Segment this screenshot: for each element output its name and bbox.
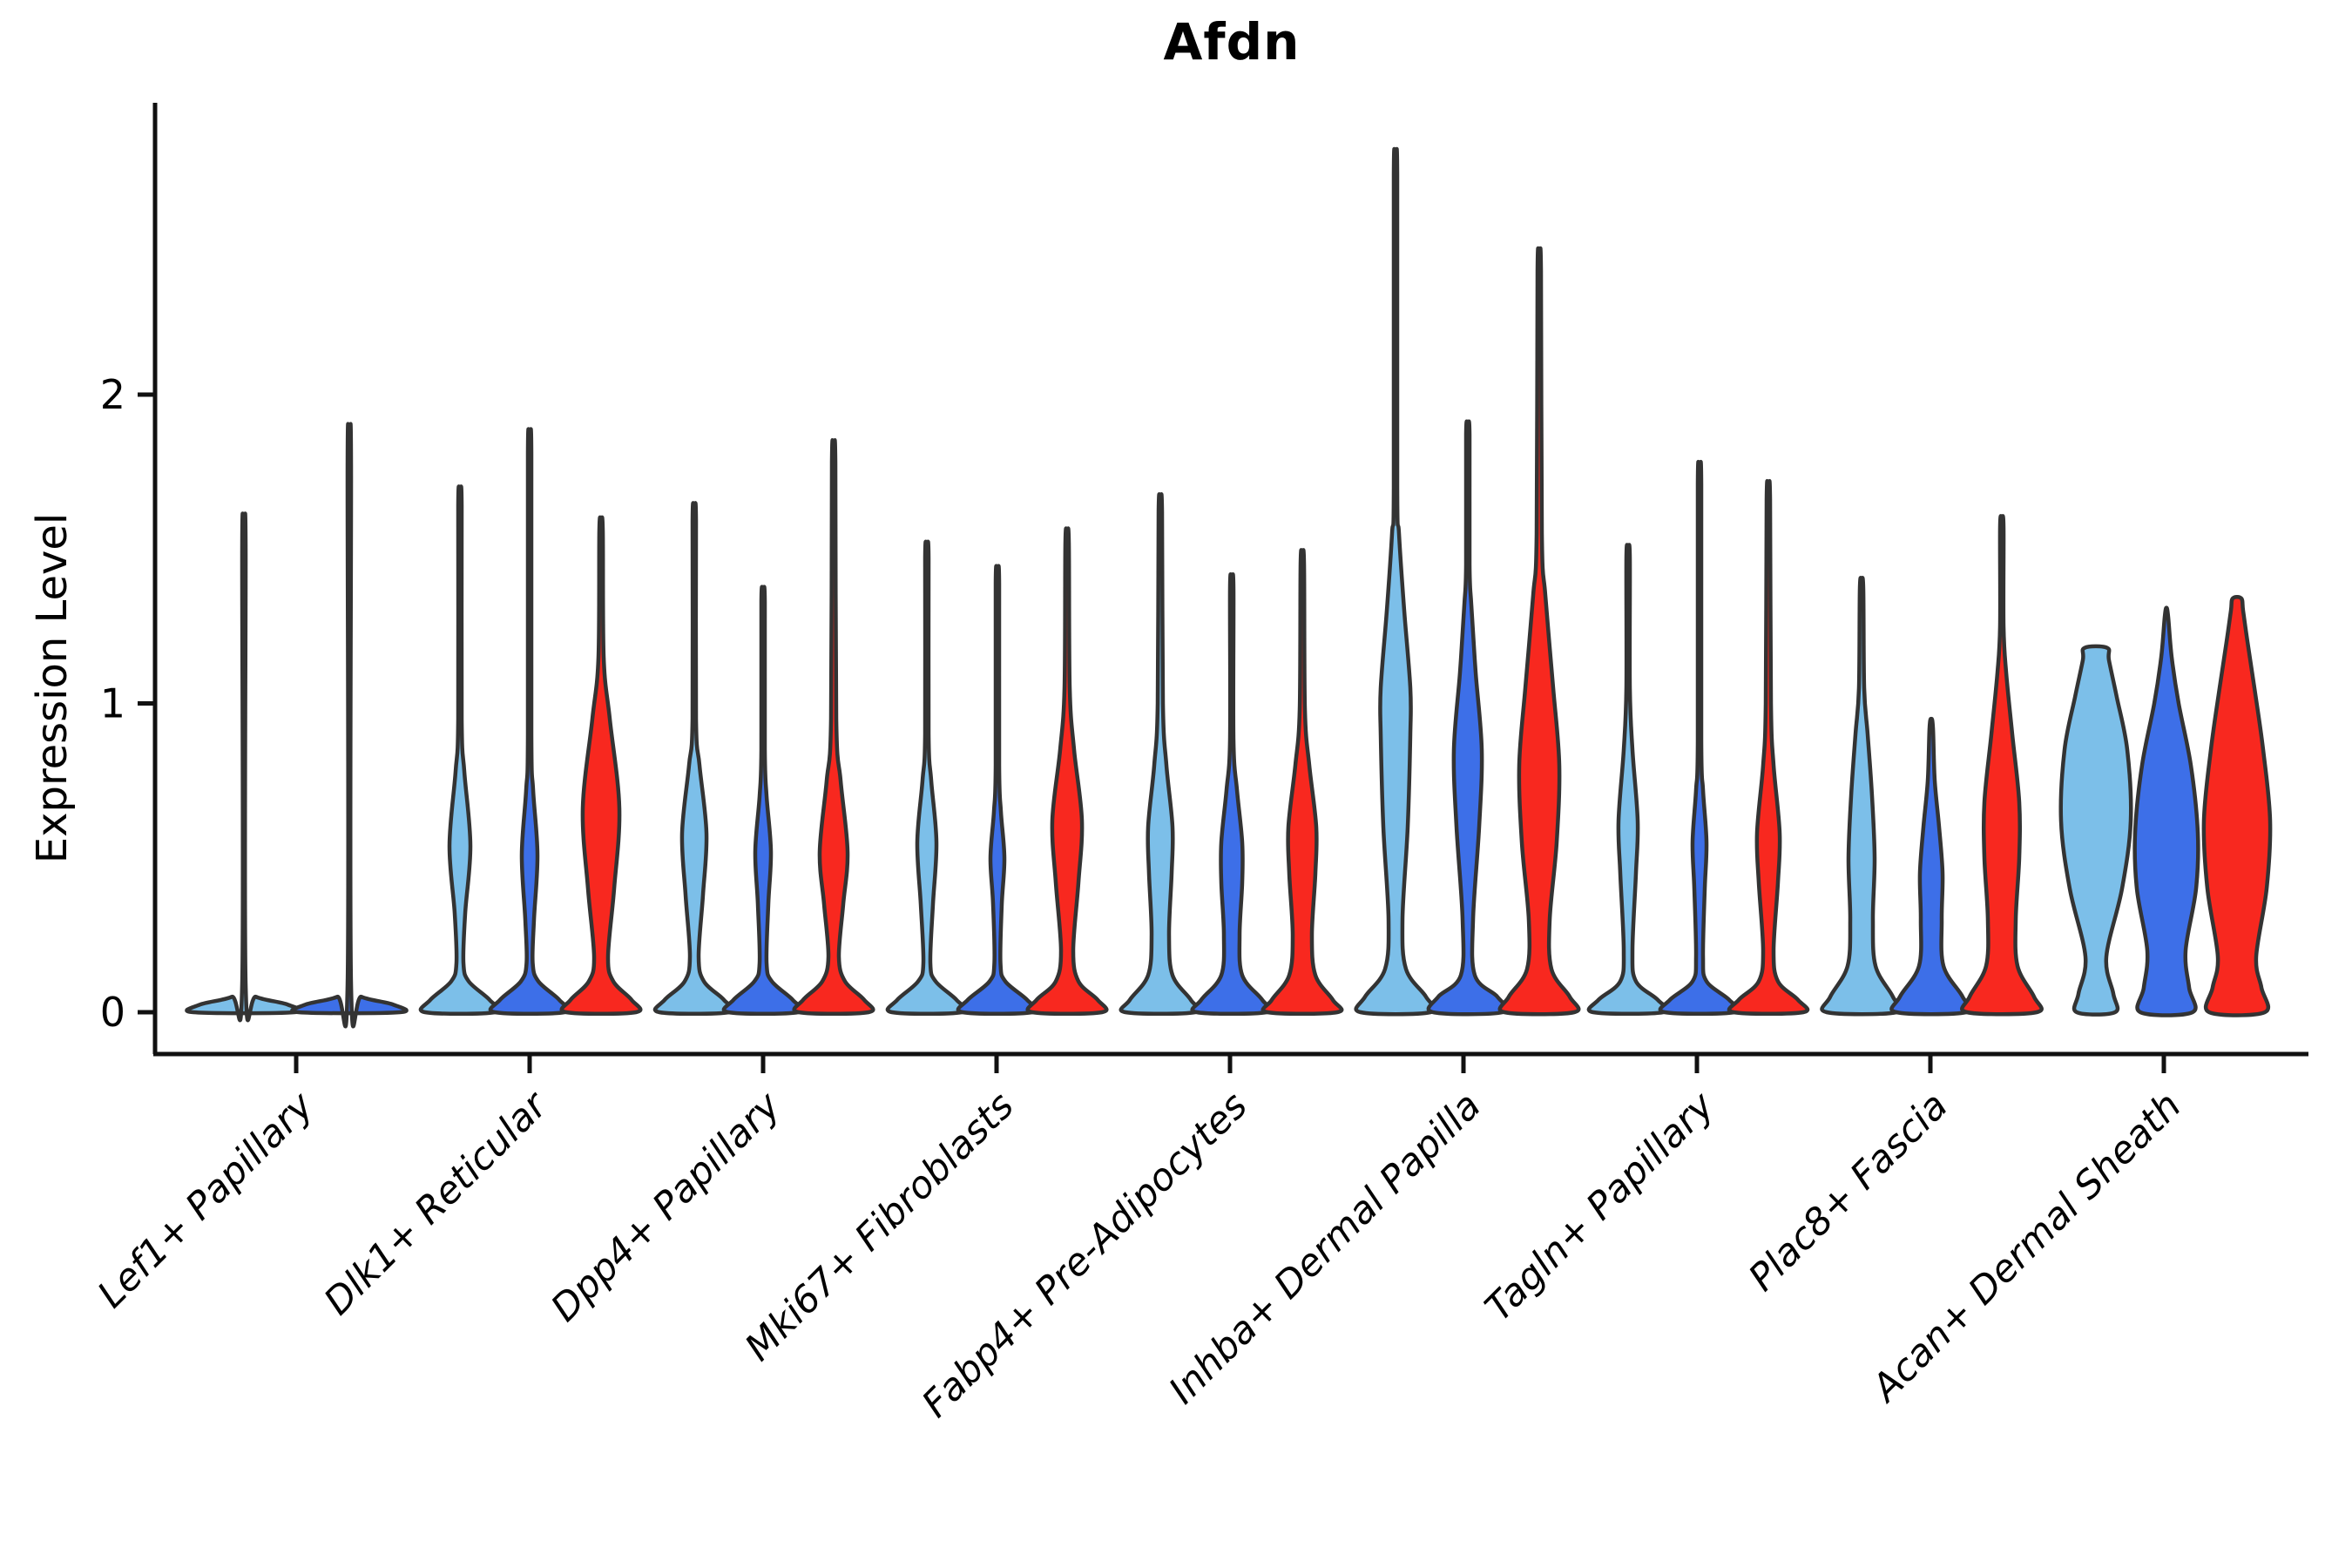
violin-tagln-papillary-dark_blue: [1658, 459, 1741, 1017]
violin-mki67-fibroblasts-red: [1025, 526, 1109, 1017]
x-tick-label: Tagln+ Papillary: [1477, 1084, 1724, 1330]
violin-inhba-dermal-papilla-dark_blue: [1426, 419, 1510, 1017]
violin-dlk1-reticular-light_blue: [418, 484, 502, 1017]
x-tick-label: Lef1+ Papillary: [90, 1084, 322, 1316]
violin-dpp4-papillary-dark_blue: [721, 585, 805, 1017]
y-tick-label: 2: [100, 371, 125, 418]
violin-plac8-fascia-red: [1960, 514, 2044, 1017]
violin-fabp4-pre-adipocytes-light_blue: [1119, 492, 1202, 1017]
violin-dpp4-papillary-red: [792, 438, 875, 1017]
violin-plac8-fascia-dark_blue: [1889, 716, 1973, 1017]
violin-fabp4-pre-adipocytes-dark_blue: [1190, 572, 1274, 1017]
violin-inhba-dermal-papilla-red: [1497, 246, 1581, 1017]
violin-acan-dermal-sheath-red: [2201, 594, 2273, 1017]
violin-inhba-dermal-papilla-light_blue: [1354, 146, 1437, 1017]
violin-dlk1-reticular-red: [559, 515, 643, 1017]
violin-dpp4-papillary-light_blue: [652, 501, 736, 1017]
violin-acan-dermal-sheath-dark_blue: [2132, 605, 2200, 1017]
violin-lef1-papillary-dark_blue: [290, 422, 409, 1029]
y-tick-label: 1: [100, 680, 125, 727]
x-tick-label: Dlk1+ Reticular: [316, 1083, 558, 1324]
y-tick-label: 0: [100, 989, 125, 1036]
chart-title: Afdn: [1163, 12, 1301, 71]
violin-plac8-fascia-light_blue: [1820, 576, 1903, 1017]
x-tick-label: Dpp4+ Papillary: [543, 1084, 789, 1330]
x-tick-label: Mki67+ Fibroblasts: [737, 1084, 1023, 1369]
violin-mki67-fibroblasts-dark_blue: [956, 564, 1039, 1017]
violin-lef1-papillary-light_blue: [185, 511, 303, 1023]
violin-tagln-papillary-light_blue: [1586, 543, 1670, 1017]
violin-acan-dermal-sheath-light_blue: [2058, 644, 2133, 1017]
violin-dlk1-reticular-dark_blue: [488, 427, 571, 1017]
violin-fabp4-pre-adipocytes-red: [1260, 548, 1344, 1017]
x-tick-label: Plac8+ Fascia: [1740, 1084, 1957, 1300]
violin-mki67-fibroblasts-light_blue: [885, 539, 969, 1017]
violin-tagln-papillary-red: [1727, 479, 1810, 1017]
